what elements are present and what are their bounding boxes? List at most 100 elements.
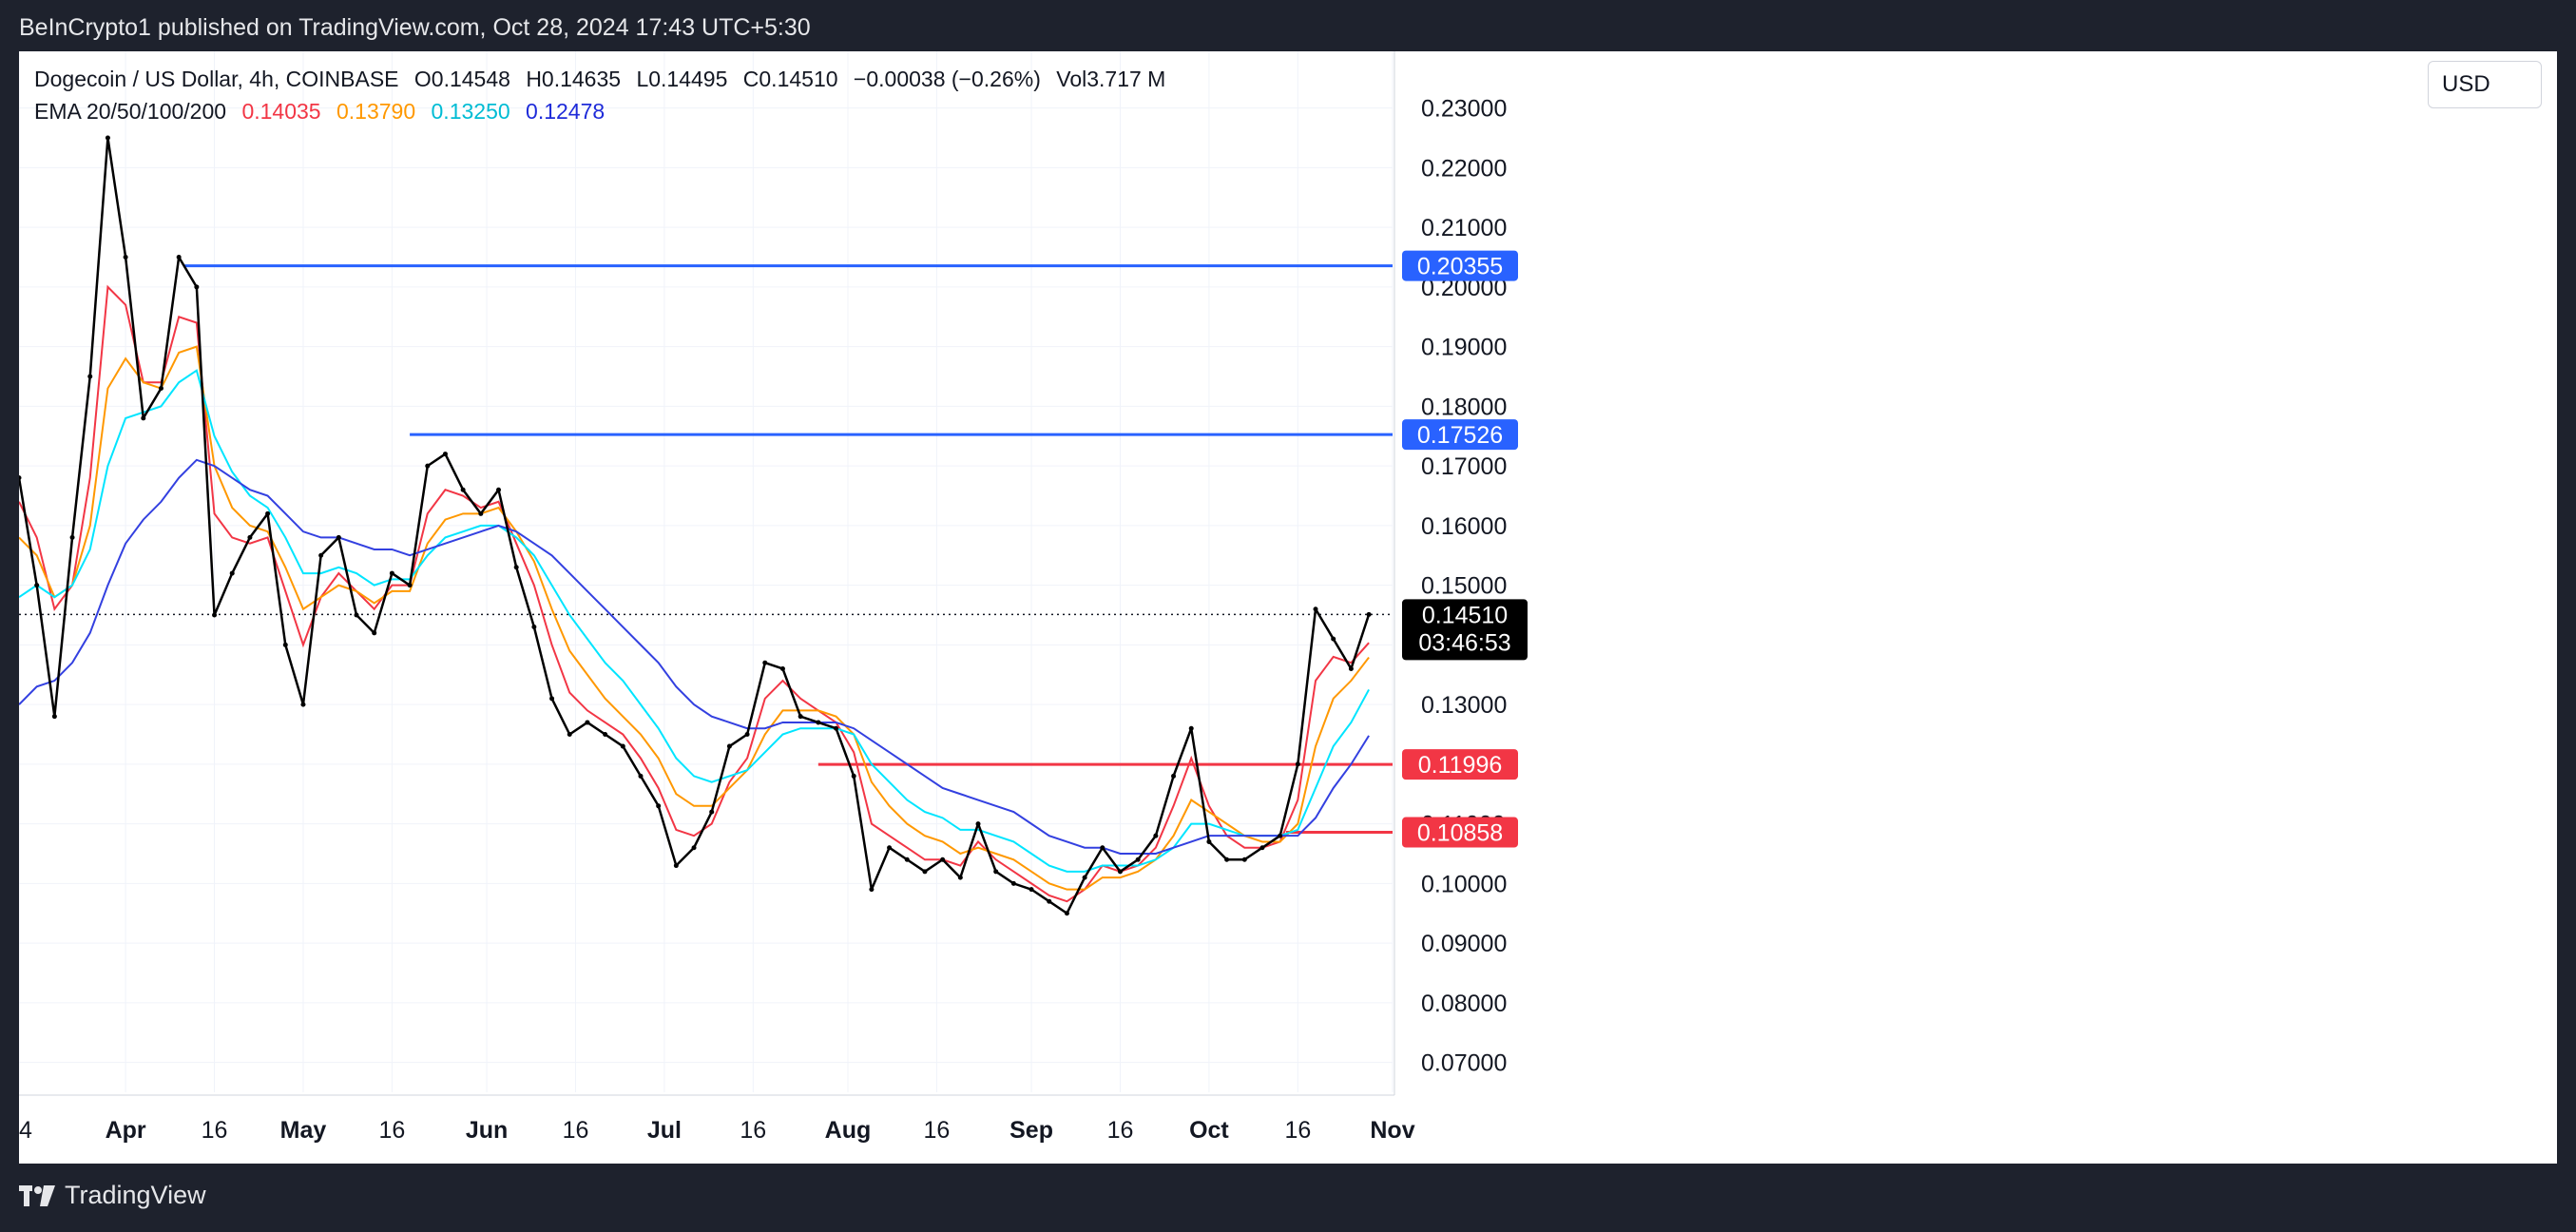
price-point — [212, 612, 218, 618]
price-point — [19, 475, 22, 481]
price-point — [603, 731, 608, 737]
price-point — [975, 821, 981, 827]
currency-button[interactable]: USD — [2428, 61, 2542, 108]
symbol-label: Dogecoin / US Dollar, 4h, COINBASE — [34, 67, 399, 91]
support-level-tag — [1402, 749, 1518, 780]
price-point — [1241, 857, 1247, 862]
price-point — [425, 463, 431, 469]
price-labels: 0.20355 0.17526 0.11996 0.10858 0.1451003:46… — [1402, 250, 1528, 848]
ema20-value: 0.14035 — [241, 99, 321, 124]
price-point — [1047, 898, 1052, 904]
x-tick-label: Sep — [1009, 1117, 1053, 1144]
chart-legend: Dogecoin / US Dollar, 4h, COINBASE O0.14… — [34, 63, 1175, 127]
price-point — [1135, 857, 1141, 862]
current-price-tag — [1402, 599, 1528, 661]
ema-line-ema20 — [19, 284, 1370, 903]
price-point — [1206, 838, 1212, 844]
ema50-value: 0.13790 — [336, 99, 416, 124]
ema-row: EMA 20/50/100/200 0.14035 0.13790 0.1325… — [34, 95, 1175, 127]
close-value: C0.14510 — [742, 67, 838, 91]
price-point — [656, 803, 662, 809]
x-tick-label: 16 — [563, 1117, 589, 1144]
x-tick-label: Apr — [106, 1117, 146, 1144]
x-tick-label: Jun — [466, 1117, 508, 1144]
x-tick-label: Oct — [1189, 1117, 1229, 1144]
price-point — [69, 534, 75, 540]
price-point — [673, 863, 679, 869]
ohlc-row: Dogecoin / US Dollar, 4h, COINBASE O0.14… — [34, 63, 1175, 95]
price-point — [496, 487, 502, 492]
x-tick-label: 16 — [378, 1117, 405, 1144]
price-point — [1224, 857, 1230, 862]
price-point — [798, 714, 803, 720]
x-tick-label: Nov — [1370, 1117, 1414, 1144]
price-point — [993, 869, 999, 875]
price-point — [1188, 725, 1194, 731]
x-tick-label: 16 — [1284, 1117, 1311, 1144]
y-tick-label: 0.21000 — [1421, 215, 1507, 241]
price-point — [229, 570, 235, 576]
price-chart[interactable]: 0.070000.080000.090000.100000.110000.120… — [19, 51, 2557, 1164]
publisher-line: BeInCrypto1 published on TradingView.com… — [19, 14, 811, 41]
price-point — [620, 743, 625, 749]
tradingview-logo-icon — [19, 1184, 55, 1206]
price-point — [1259, 845, 1265, 851]
y-tick-label: 0.15000 — [1421, 573, 1507, 600]
price-point — [141, 415, 146, 421]
support-level-tag — [1402, 817, 1518, 848]
horizontal-levels — [19, 264, 1393, 835]
brand[interactable]: TradingView — [19, 1181, 206, 1210]
published-header: BeInCrypto1 published on TradingView.com… — [0, 0, 2576, 51]
open-value: O0.14548 — [413, 67, 510, 91]
x-tick-label: May — [280, 1117, 327, 1144]
price-point — [940, 857, 946, 862]
price-line-group — [19, 135, 1372, 916]
price-point — [389, 570, 394, 576]
price-point — [585, 720, 590, 725]
price-point — [282, 642, 288, 647]
price-point — [1295, 761, 1300, 767]
price-point — [247, 534, 253, 540]
footer: TradingView — [0, 1164, 2576, 1232]
price-point — [957, 875, 963, 880]
price-point — [1171, 773, 1177, 779]
ema-line-ema100 — [19, 369, 1370, 873]
volume-value: Vol3.717 M — [1056, 67, 1166, 91]
y-tick-label: 0.23000 — [1421, 96, 1507, 123]
price-point — [265, 510, 271, 516]
price-point — [834, 725, 839, 731]
price-point — [300, 702, 306, 707]
price-point — [105, 135, 110, 141]
price-point — [567, 731, 572, 737]
price-point — [779, 665, 785, 671]
brand-name: TradingView — [65, 1181, 206, 1209]
price-point — [34, 583, 40, 588]
price-point — [1028, 887, 1034, 893]
price-point — [904, 857, 910, 862]
price-point — [318, 552, 324, 558]
low-value: L0.14495 — [636, 67, 728, 91]
x-tick-label: 16 — [202, 1117, 228, 1144]
y-tick-label: 0.09000 — [1421, 931, 1507, 957]
price-point — [1010, 880, 1016, 886]
price-point — [816, 720, 821, 725]
price-point — [1100, 845, 1105, 851]
price-point — [442, 452, 448, 457]
price-point — [1313, 606, 1318, 612]
price-point — [922, 869, 928, 875]
price-point — [87, 374, 93, 379]
price-point — [709, 809, 715, 815]
price-point — [1117, 869, 1123, 875]
price-point — [744, 731, 750, 737]
grid — [19, 51, 1394, 1092]
y-tick-label: 0.19000 — [1421, 335, 1507, 361]
price-point — [336, 534, 341, 540]
price-point — [407, 583, 413, 588]
y-tick-label: 0.17000 — [1421, 453, 1507, 480]
price-point — [549, 696, 555, 702]
x-tick-label: 16 — [740, 1117, 766, 1144]
chart-panel[interactable]: 0.070000.080000.090000.100000.110000.120… — [19, 51, 2557, 1164]
price-point — [869, 887, 875, 893]
level-label: 0.11996 — [1418, 752, 1503, 779]
y-tick-label: 0.10000 — [1421, 871, 1507, 897]
